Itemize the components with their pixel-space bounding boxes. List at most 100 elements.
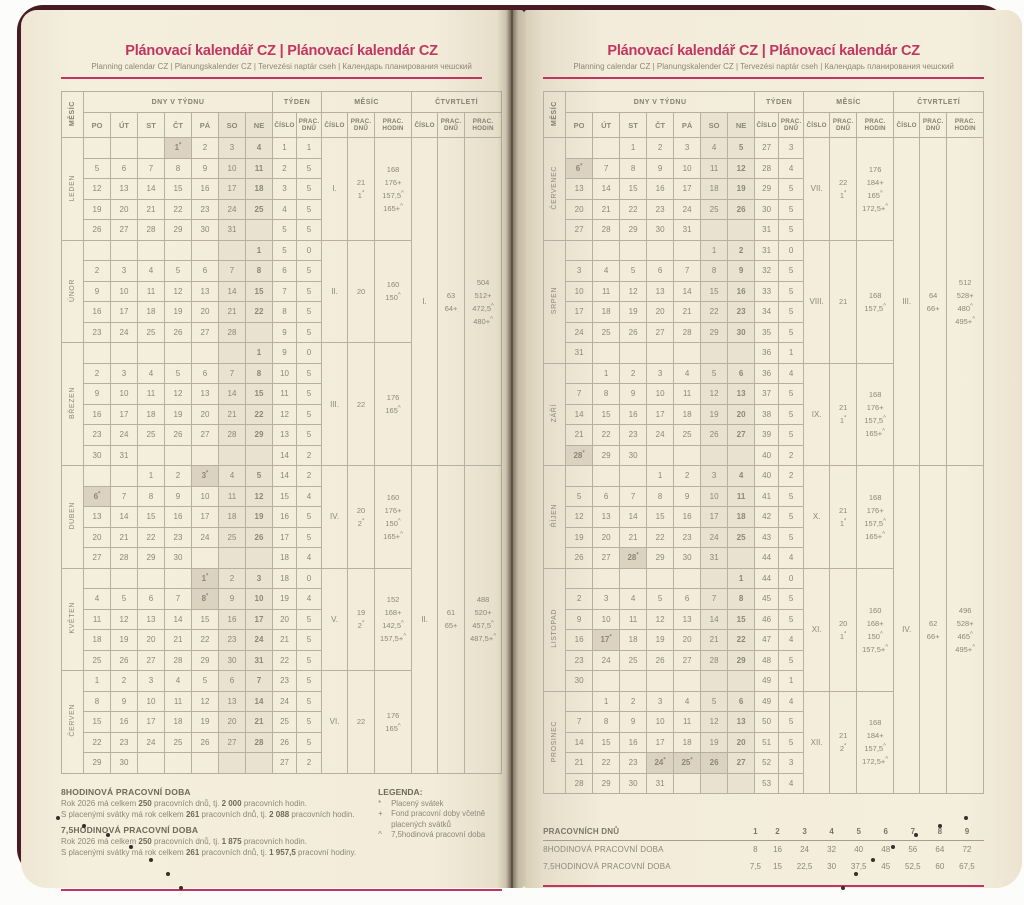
work-time-heading: 7,5HODINOVÁ PRACOVNÍ DOBA [61,824,199,835]
week-row: 8 9 10 11 12 13 14 24 5 [62,690,502,712]
day-cell: 6 [137,588,165,610]
day-cell: 11 [164,690,192,712]
day-cell: 19 [83,198,111,220]
day-cell: 4 [727,465,756,487]
day-cell: 8 [164,157,192,179]
day-cell: 24 [592,649,621,671]
week-row: 6* 7 8 9 10 11 12 28 4 [544,157,984,179]
day-cell: 23 [191,198,219,220]
day-cell [592,137,621,159]
day-cell: 27 [727,752,756,774]
month-workdays-cell: 21 1* [347,137,376,241]
day-cell: 26 [164,321,192,343]
quarter-workhours-cell: 504 512+ 472,5^ 480+^ [464,137,503,466]
day-cell: 18 [244,178,274,200]
day-cell: 6 [646,260,675,282]
week-row: 26 27 28* 29 30 31 44 4 [544,547,984,569]
day-cell: 13 [218,690,246,712]
day-cell: 21 [244,711,274,733]
month-workhours-line: 176+ [384,505,402,515]
day-cell: 4 [83,588,111,610]
week-workdays-cell: 5 [778,731,805,753]
hours-value: 15 [773,862,782,871]
week-workdays-cell: 2 [296,752,323,774]
day-cell: 6 [673,588,702,610]
day-cell [137,567,165,589]
day-cell: 21 [619,526,648,548]
day-cell: 24 [565,321,594,343]
day-cell: 19 [244,506,274,528]
day-cell: 9 [191,157,219,179]
hours-value: 37,5 [850,862,867,871]
table-header-left: MĚSÍC DNY V TÝDNU TÝDEN MĚSÍC ČTVRTLETÍ PO ÚT S… [61,91,503,138]
day-cell: 22 [700,301,729,323]
month-workdays-cell: 22 [347,342,376,466]
day-name-header: ČT [164,112,192,138]
month-workhours-line: 176 [386,393,400,402]
week-workdays-cell: 1 [778,342,805,364]
day-cell: 22 [164,198,192,220]
column-subheader: PRAC. HODIN [856,112,895,138]
month-workhours-line: 157,5+^ [862,644,889,654]
stitch-dot [964,816,968,820]
month-workdays-line: 20 [356,505,366,515]
week-workdays-cell: 5 [778,260,805,282]
month-group-header: MĚSÍC [803,91,895,113]
week-workdays-cell: 4 [778,772,805,794]
week-workdays-cell: 5 [296,178,323,200]
day-cell: 1* [164,137,192,159]
legend: LEGENDA: * Placený svátek + Fond pracovní d… [378,787,502,881]
week-row: SRPEN 1 2 31 0 VIII. 21 168 157,5^ [543,239,984,364]
quarter-workhours-line: 512 [958,277,972,287]
week-workdays-cell: 3 [778,752,805,774]
week-number-cell: 42 [754,506,780,528]
week-number-cell: 43 [754,526,780,548]
week-number-cell: 48 [754,649,780,671]
day-cell: 1 [619,137,648,159]
day-cell: 9 [83,383,111,405]
month-workhours-line: 142,5^ [382,620,404,631]
day-cell: 18 [727,506,756,528]
week-workdays-cell: 5 [778,198,805,220]
day-cell: 16 [83,403,111,425]
day-cell [110,465,138,487]
day-cell: 6 [191,362,219,384]
day-cell: 10 [646,383,675,405]
month-workdays-line: 1* [839,518,847,528]
month-name-label: ČERVEN [69,704,76,738]
day-cell [700,670,729,692]
month-workhours-line: 176+ [384,177,402,187]
quarter-workhours-line: 496 [958,605,972,615]
quarter-workhours-line: 480^ [957,303,973,313]
week-row: 21 22 23 24* 25* 26 27 52 3 [544,752,984,774]
day-cell: 21 [700,629,729,651]
month-workhours-line: 184+ [866,177,884,187]
day-cell: 1 [646,465,675,487]
week-number-cell: 51 [754,731,780,753]
day-cell: 17 [700,506,729,528]
day-cell: 3 [244,567,274,589]
hours-value: 22,5 [796,862,813,871]
hours-value: 45 [881,862,891,871]
quarter-number-cell: II. [411,465,439,774]
week-row: 2 3 4 5 6 7 8 10 5 [62,362,502,384]
day-cell: 30 [191,219,219,241]
day-cell [700,342,729,364]
day-cell: 26 [191,731,219,753]
day-cell [83,239,111,261]
month-column-header: MĚSÍC [543,91,567,138]
day-cell: 18 [673,731,702,753]
day-cell [218,752,246,774]
day-cell: 14 [673,280,702,302]
month-workdays-line: 21 [838,297,848,306]
day-cell: 27 [191,321,219,343]
day-cell [673,772,702,794]
day-cell: 8 [137,485,165,507]
day-cell: 2 [218,567,246,589]
quarter-workhours-line: 480+^ [473,316,493,326]
day-cell: 1 [83,670,111,692]
workdays-header-value: 5 [841,822,876,841]
legend-items: * Placený svátek + Fond pracovní doby včetn… [378,799,502,841]
day-cell: 7 [619,485,648,507]
quarter-workdays-line: 65+ [444,621,458,631]
